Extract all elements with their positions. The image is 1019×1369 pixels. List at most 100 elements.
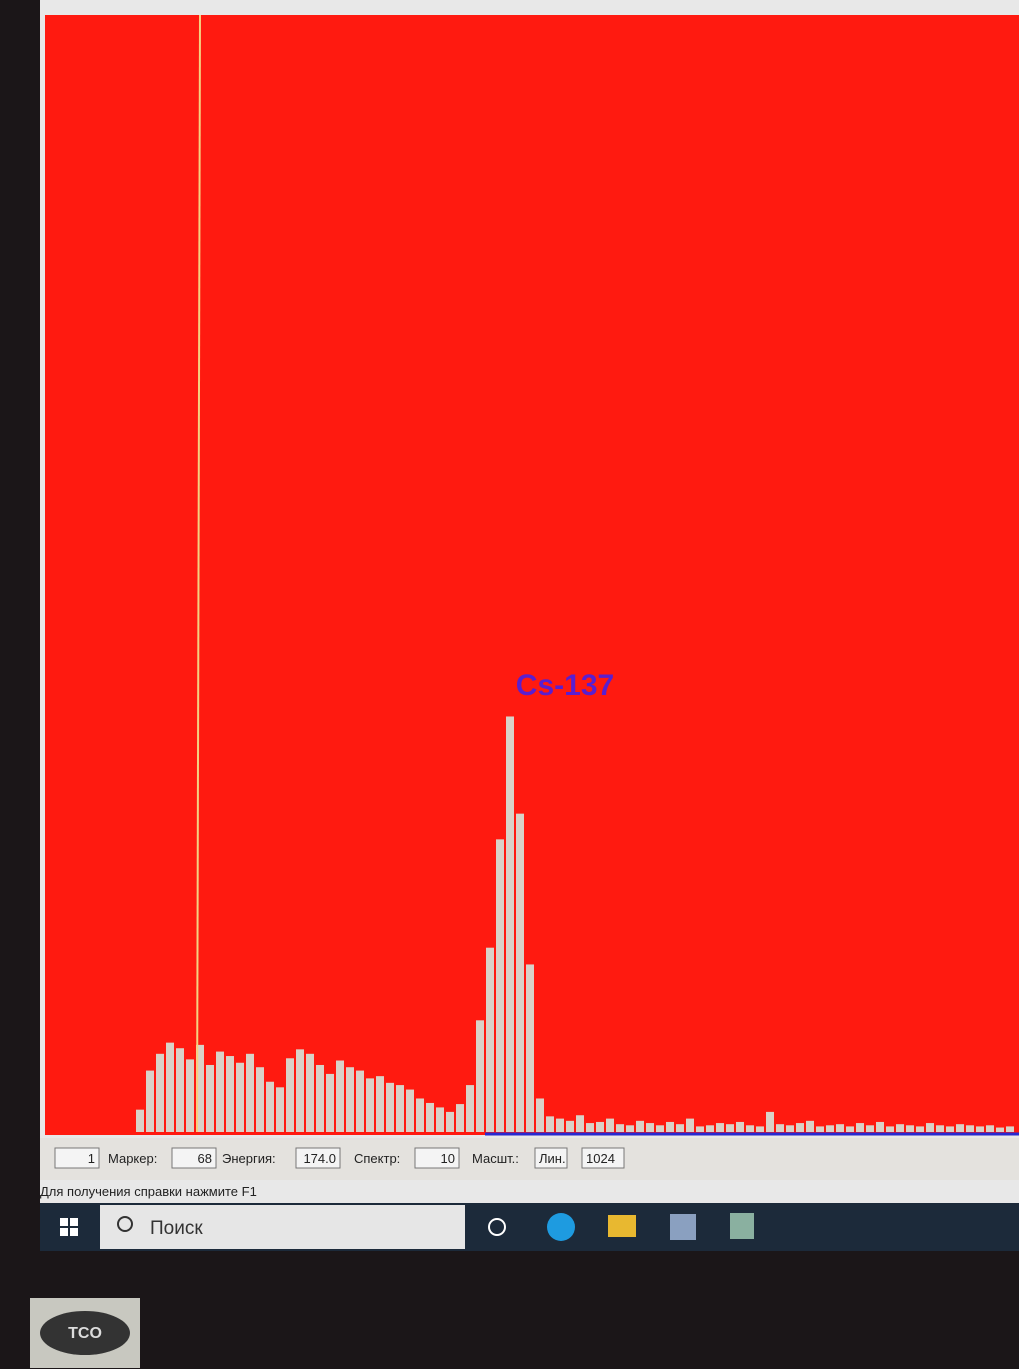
spectrum-bar: [516, 814, 524, 1132]
spectrum-bar: [966, 1125, 974, 1132]
spectrum-bar: [676, 1124, 684, 1132]
spectrum-bar: [706, 1125, 714, 1132]
spectrum-bar: [926, 1123, 934, 1132]
status-label: Спектр:: [354, 1151, 400, 1166]
spectrum-bar: [476, 1020, 484, 1132]
status-label: Энергия:: [222, 1151, 276, 1166]
spectrum-bar: [496, 839, 504, 1132]
spectrum-bar: [246, 1054, 254, 1132]
spectrum-bar: [636, 1121, 644, 1132]
spectrum-bar: [376, 1076, 384, 1132]
spectrum-bar: [776, 1124, 784, 1132]
spectrum-bar: [456, 1104, 464, 1132]
explorer-icon[interactable]: [608, 1215, 636, 1237]
spectrum-bar: [226, 1056, 234, 1132]
spectrum-bar: [996, 1128, 1004, 1132]
spectrum-bar: [806, 1121, 814, 1132]
spectrum-bar: [1006, 1126, 1014, 1132]
help-text: Для получения справки нажмите F1: [40, 1184, 257, 1199]
spectrum-bar: [876, 1122, 884, 1132]
spectrum-bar: [206, 1065, 214, 1132]
search-text: Поиск: [150, 1218, 203, 1239]
spectrum-bar: [356, 1071, 364, 1132]
spectrum-bar: [536, 1098, 544, 1132]
spectrum-bar: [336, 1061, 344, 1132]
spectrum-bar: [436, 1107, 444, 1132]
spectrum-bar: [656, 1125, 664, 1132]
spectrum-bar: [716, 1123, 724, 1132]
spectrum-bar: [406, 1090, 414, 1132]
logo-text: TCO: [68, 1325, 102, 1342]
spectrum-bar: [396, 1085, 404, 1132]
spectrum-bar: [266, 1082, 274, 1132]
spectrum-bar: [616, 1124, 624, 1132]
spectrum-bar: [146, 1071, 154, 1132]
spectrum-bar: [176, 1048, 184, 1132]
spectrum-bar: [346, 1067, 354, 1132]
spectrum-bar: [306, 1054, 314, 1132]
spectrum-bar: [156, 1054, 164, 1132]
spectrum-bar: [666, 1122, 674, 1132]
spectrum-bar: [736, 1122, 744, 1132]
spectrum-bar: [236, 1063, 244, 1132]
spectrum-bar: [596, 1122, 604, 1132]
spectrum-bar: [526, 964, 534, 1132]
status-label: Масшт.:: [472, 1151, 519, 1166]
spectrum-bar: [986, 1125, 994, 1132]
spectrum-bar: [256, 1067, 264, 1132]
spectrum-bar: [556, 1119, 564, 1132]
spectrum-bar: [866, 1125, 874, 1132]
spectrum-bar: [276, 1087, 284, 1132]
spectrum-bar: [906, 1125, 914, 1132]
spectrum-bar: [886, 1126, 894, 1132]
spectrum-bar: [426, 1103, 434, 1132]
spectrum-bar: [856, 1123, 864, 1132]
screen: Cs-137 1Маркер:68Энергия:174.0Спектр:10М…: [0, 0, 1019, 1369]
spectrum-bar: [416, 1098, 424, 1132]
spectrum-bar: [286, 1058, 294, 1132]
spectrum-bar: [506, 716, 514, 1132]
spectrum-bar: [896, 1124, 904, 1132]
spectrum-bar: [606, 1119, 614, 1132]
spectrum-bar: [626, 1125, 634, 1132]
status-label: Маркер:: [108, 1151, 157, 1166]
spectrum-bar: [686, 1119, 694, 1132]
spectrum-bar: [446, 1112, 454, 1132]
spectrum-bar: [726, 1124, 734, 1132]
spectrum-bar: [326, 1074, 334, 1132]
spectrum-bar: [746, 1125, 754, 1132]
spectrum-bar: [586, 1123, 594, 1132]
spectrum-bar: [766, 1112, 774, 1132]
spectrum-bar: [696, 1126, 704, 1132]
status-value: Лин.: [539, 1151, 566, 1166]
app-icon[interactable]: [670, 1214, 696, 1240]
spectrum-bar: [646, 1123, 654, 1132]
spectrum-bar: [946, 1126, 954, 1132]
spectrum-bar: [786, 1125, 794, 1132]
status-value: 174.0: [303, 1151, 336, 1166]
spectrum-bar: [386, 1083, 394, 1132]
edge-icon[interactable]: [547, 1213, 575, 1241]
spectrum-bar: [546, 1116, 554, 1132]
spectrum-bar: [756, 1126, 764, 1132]
spectrum-bar: [826, 1125, 834, 1132]
screenshot: Cs-137 1Маркер:68Энергия:174.0Спектр:10М…: [0, 0, 1019, 1369]
status-value: 1: [88, 1151, 95, 1166]
spectrum-bar: [316, 1065, 324, 1132]
spectrum-bar: [916, 1126, 924, 1132]
app-icon[interactable]: [730, 1213, 754, 1239]
spectrum-bar: [216, 1052, 224, 1132]
spectrum-bar: [816, 1126, 824, 1132]
spectrum-bar: [956, 1124, 964, 1132]
spectrum-bar: [366, 1078, 374, 1132]
spectrum-bar: [466, 1085, 474, 1132]
status-value: 10: [441, 1151, 455, 1166]
spectrum-bar: [936, 1125, 944, 1132]
peak-label: Cs-137: [516, 669, 614, 702]
spectrum-bar: [796, 1123, 804, 1132]
spectrum-bar: [486, 948, 494, 1132]
spectrum-bar: [296, 1049, 304, 1132]
spectrum-bar: [166, 1043, 174, 1132]
spectrum-bar: [846, 1126, 854, 1132]
spectrum-bar: [836, 1124, 844, 1132]
